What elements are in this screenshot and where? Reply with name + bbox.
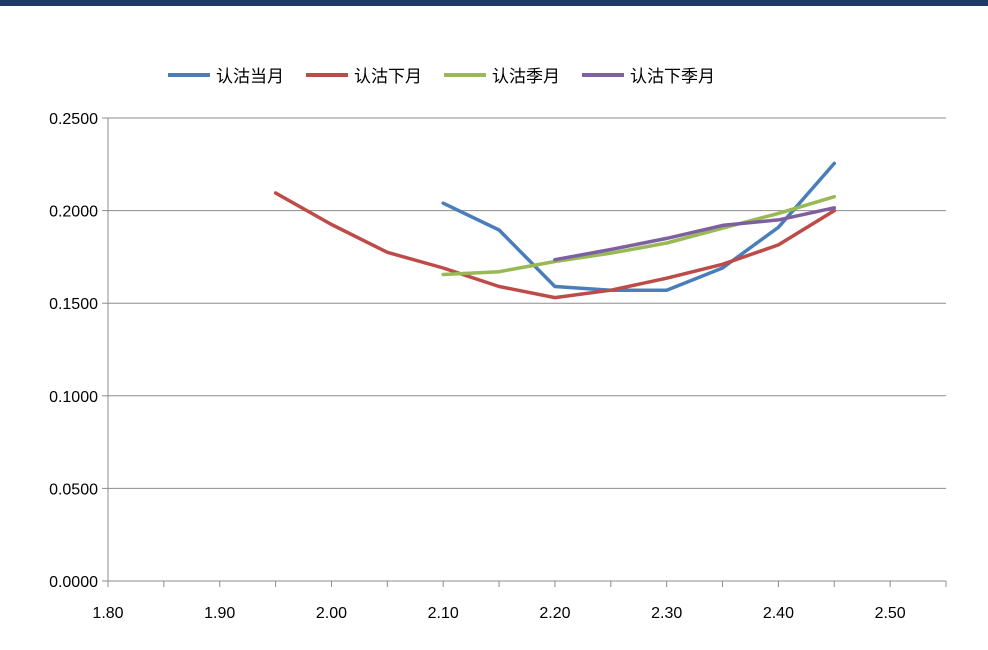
- y-tick-label-1: 0.0500: [49, 481, 98, 498]
- legend-swatch-2: [306, 72, 348, 77]
- series-line-2: [273, 191, 837, 300]
- legend: 认沽当月 认沽下月 认沽季月 认沽下季月: [168, 62, 737, 87]
- legend-item-4: 认沽下季月: [582, 62, 715, 87]
- series-line-4: [553, 206, 837, 262]
- y-tick-label-0: 0.0000: [49, 574, 98, 591]
- legend-item-1: 认沽当月: [168, 62, 284, 87]
- x-tick-label-6: 2.40: [763, 605, 794, 622]
- legend-swatch-4: [582, 72, 624, 77]
- series-line-1: [441, 161, 837, 292]
- x-tick-label-3: 2.10: [428, 605, 459, 622]
- header-bar: [0, 0, 988, 6]
- x-tick-label-7: 2.50: [875, 605, 906, 622]
- x-tick-label-4: 2.20: [539, 605, 570, 622]
- legend-item-2: 认沽下月: [306, 62, 422, 87]
- x-tick-label-0: 1.80: [92, 605, 123, 622]
- y-tick-label-3: 0.1500: [49, 296, 98, 313]
- x-tick-label-1: 1.90: [204, 605, 235, 622]
- legend-label-4: 认沽下季月: [630, 67, 715, 87]
- legend-label-2: 认沽下月: [354, 67, 422, 87]
- x-tick-label-5: 2.30: [651, 605, 682, 622]
- legend-item-3: 认沽季月: [444, 62, 560, 87]
- y-tick-label-4: 0.2000: [49, 204, 98, 221]
- y-tick-label-2: 0.1000: [49, 389, 98, 406]
- y-tick-label-5: 0.2500: [49, 111, 98, 128]
- legend-label-1: 认沽当月: [216, 67, 284, 87]
- series-line-3: [441, 194, 837, 277]
- legend-swatch-3: [444, 72, 486, 77]
- legend-label-3: 认沽季月: [492, 67, 560, 87]
- x-tick-label-2: 2.00: [316, 605, 347, 622]
- legend-swatch-1: [168, 72, 210, 77]
